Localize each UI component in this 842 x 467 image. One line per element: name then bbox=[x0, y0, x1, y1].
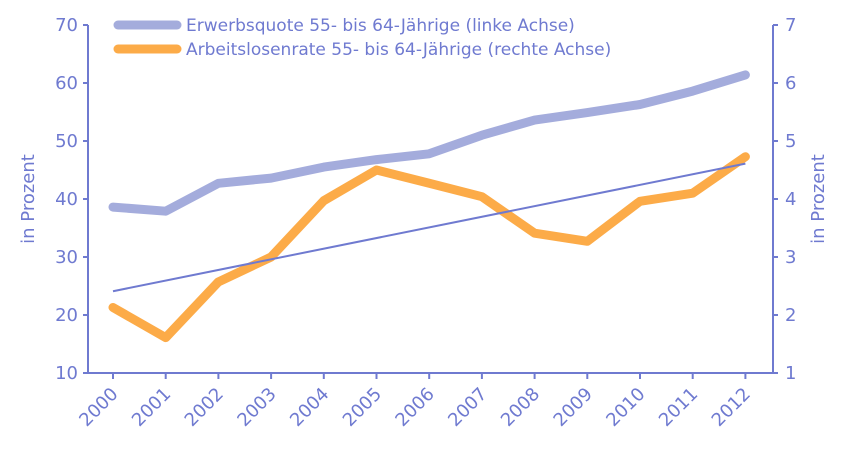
x-tick-label: 2011 bbox=[655, 384, 702, 431]
legend-label-2: Arbeitslosenrate 55- bis 64-Jährige (rec… bbox=[186, 40, 611, 60]
data-point bbox=[323, 200, 325, 202]
data-point bbox=[165, 210, 167, 212]
axes bbox=[83, 24, 778, 379]
data-point bbox=[376, 159, 377, 161]
left-tick-label: 50 bbox=[55, 131, 78, 152]
series-lines bbox=[108, 70, 750, 343]
right-tick-label: 6 bbox=[785, 73, 796, 94]
data-point bbox=[112, 307, 114, 308]
left-tick-label: 70 bbox=[55, 15, 78, 36]
right-tick-label: 5 bbox=[785, 131, 796, 152]
data-point bbox=[534, 232, 536, 234]
x-tick-label: 2012 bbox=[708, 384, 755, 431]
data-point bbox=[481, 134, 483, 136]
x-tick-label: 2003 bbox=[233, 384, 280, 431]
left-tick-label: 40 bbox=[55, 189, 78, 210]
x-tick-label: 2009 bbox=[550, 384, 597, 431]
x-tick-label: 2002 bbox=[181, 384, 228, 431]
x-tick-label: 2008 bbox=[497, 384, 544, 431]
x-tick-label: 2005 bbox=[339, 384, 386, 431]
x-tick-label: 2007 bbox=[444, 384, 491, 431]
data-point bbox=[639, 104, 641, 105]
data-point bbox=[639, 200, 641, 202]
left-tick-label: 10 bbox=[55, 363, 78, 384]
data-point bbox=[428, 182, 430, 184]
left-axis-title: in Prozent bbox=[18, 154, 39, 244]
x-tick-label: 2006 bbox=[391, 384, 438, 431]
data-point bbox=[692, 192, 694, 194]
data-point bbox=[428, 153, 430, 155]
right-tick-label: 7 bbox=[785, 15, 796, 36]
data-point bbox=[586, 240, 588, 242]
data-point bbox=[534, 119, 536, 121]
x-tick-label: 2000 bbox=[75, 384, 122, 431]
legend: Erwerbsquote 55- bis 64-Jährige (linke A… bbox=[113, 16, 611, 60]
data-point bbox=[217, 281, 219, 283]
x-tick-label: 2001 bbox=[128, 384, 175, 431]
right-tick-label: 3 bbox=[785, 247, 796, 268]
x-tick-label: 2004 bbox=[286, 384, 333, 431]
data-point bbox=[217, 182, 219, 184]
data-point bbox=[323, 166, 325, 168]
data-point bbox=[481, 196, 483, 198]
right-tick-label: 2 bbox=[785, 305, 796, 326]
data-point bbox=[744, 156, 746, 158]
data-point bbox=[692, 90, 694, 92]
data-point bbox=[270, 177, 272, 179]
left-tick-label: 20 bbox=[55, 305, 78, 326]
data-point bbox=[586, 112, 588, 114]
right-axis-title: in Prozent bbox=[808, 154, 829, 244]
series-line-1 bbox=[108, 70, 750, 216]
legend-label-1: Erwerbsquote 55- bis 64-Jährige (linke A… bbox=[186, 16, 575, 36]
left-tick-label: 30 bbox=[55, 247, 78, 268]
right-tick-label: 4 bbox=[785, 189, 796, 210]
x-tick-label: 2010 bbox=[602, 384, 649, 431]
data-point bbox=[270, 256, 272, 258]
data-point bbox=[376, 169, 377, 171]
trend-line bbox=[112, 162, 746, 293]
data-point bbox=[165, 337, 167, 339]
left-tick-label: 60 bbox=[55, 73, 78, 94]
right-tick-label: 1 bbox=[785, 363, 796, 384]
data-point bbox=[744, 74, 746, 76]
data-point bbox=[112, 206, 114, 208]
